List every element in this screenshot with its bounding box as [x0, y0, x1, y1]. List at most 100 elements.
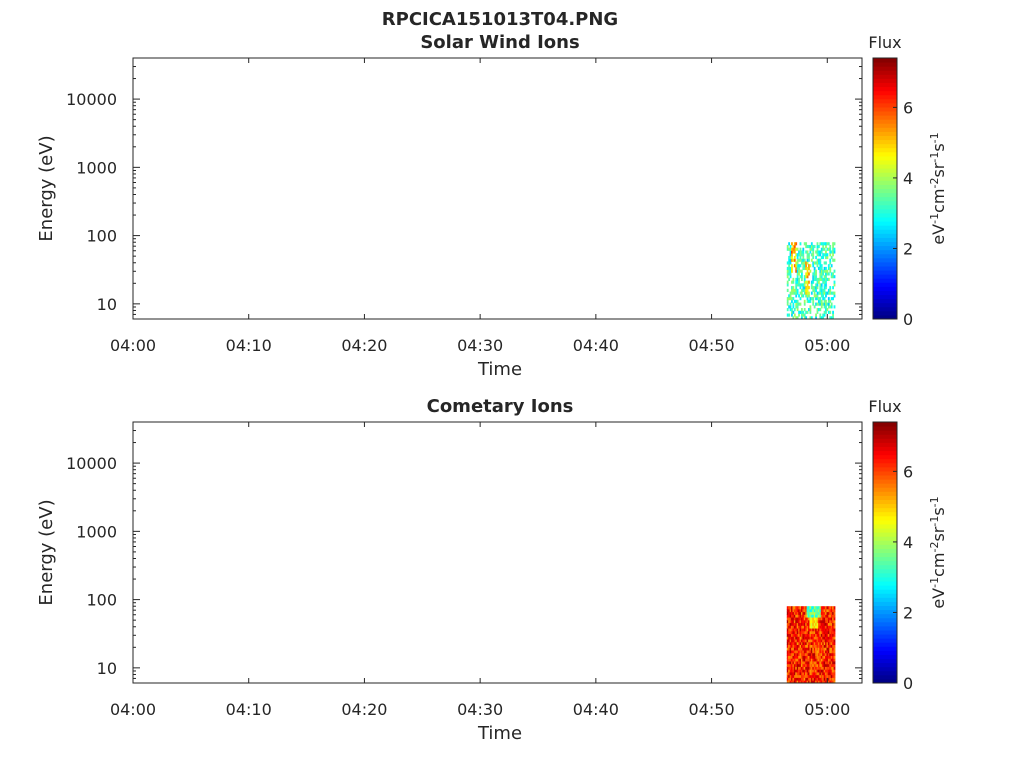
heatmap-cell	[806, 608, 809, 613]
heatmap-cell	[816, 672, 819, 676]
heatmap-cell	[816, 636, 819, 640]
heatmap-cell	[792, 258, 795, 262]
heatmap-cell	[792, 606, 795, 610]
heatmap-cell	[822, 617, 825, 621]
heatmap-cell	[812, 275, 815, 279]
heatmap-cell	[816, 264, 819, 268]
heatmap-cell	[808, 614, 810, 618]
heatmap-cell	[820, 655, 823, 659]
colorbar-segment	[873, 462, 897, 468]
heatmap-cell	[805, 636, 808, 640]
heatmap-cell	[792, 608, 795, 613]
heatmap-cell	[796, 261, 799, 265]
heatmap-cell	[796, 622, 799, 626]
heatmap-cell	[826, 647, 829, 651]
x-tick-label: 04:30	[457, 336, 503, 355]
heatmap-cell	[832, 661, 834, 665]
heatmap-cell	[813, 639, 816, 643]
heatmap-cell	[810, 297, 813, 301]
heatmap-cell	[829, 305, 832, 309]
heatmap-cell	[812, 680, 815, 684]
heatmap-cell	[829, 666, 832, 670]
heatmap-cell	[799, 617, 802, 621]
heatmap-cell	[809, 669, 812, 673]
heatmap-cell	[808, 264, 810, 268]
heatmap-cell	[832, 316, 834, 320]
heatmap-cell	[798, 617, 800, 621]
heatmap-cell	[832, 652, 834, 656]
colorbar-segment	[873, 86, 897, 92]
heatmap-cell	[799, 269, 802, 273]
heatmap-cell	[817, 261, 820, 265]
heatmap-cell	[789, 275, 792, 279]
heatmap-cell	[799, 302, 802, 306]
heatmap-cell	[805, 663, 808, 667]
heatmap-cell	[826, 674, 829, 678]
heatmap-cell	[823, 617, 826, 621]
colorbar-segment	[873, 180, 897, 185]
heatmap-cell	[791, 655, 793, 659]
heatmap-cell	[800, 622, 803, 626]
heatmap-cell	[810, 614, 813, 618]
heatmap-cell	[829, 655, 832, 659]
heatmap-cell	[812, 247, 815, 251]
heatmap-cell	[798, 302, 800, 306]
heatmap-cell	[786, 261, 789, 265]
heatmap-cell	[816, 674, 819, 678]
colorbar-segment	[873, 528, 897, 533]
heatmap-cell	[826, 614, 829, 618]
heatmap-cell	[806, 647, 809, 651]
heatmap-cell	[796, 661, 799, 665]
heatmap-cell	[817, 677, 820, 681]
heatmap-cell	[813, 647, 816, 651]
heatmap-cell	[819, 619, 822, 624]
heatmap-cell	[823, 313, 826, 317]
heatmap-cell	[820, 302, 823, 306]
heatmap-cell	[826, 269, 829, 273]
heatmap-cell	[791, 641, 793, 646]
heatmap-cell	[798, 639, 800, 643]
heatmap-cell	[792, 672, 795, 676]
heatmap-cell	[802, 639, 805, 643]
heatmap-cell	[798, 674, 800, 678]
heatmap-cell	[786, 672, 789, 676]
heatmap-cell	[816, 614, 819, 618]
heatmap-cell	[789, 305, 792, 309]
heatmap-cell	[832, 617, 834, 621]
heatmap-cell	[829, 261, 832, 265]
heatmap-cell	[798, 633, 800, 637]
heatmap-cell	[832, 291, 834, 295]
heatmap-cell	[815, 275, 817, 279]
heatmap-cell	[795, 617, 798, 621]
heatmap-cell	[786, 661, 789, 665]
heatmap-cell	[817, 655, 820, 659]
heatmap-cell	[829, 641, 832, 646]
colorbar-segment	[873, 491, 897, 496]
heatmap-cell	[817, 625, 820, 629]
heatmap-cell	[792, 639, 795, 643]
heatmap-cell	[832, 663, 834, 667]
heatmap-cell	[786, 272, 789, 276]
heatmap-cell	[806, 650, 809, 654]
heatmap-cell	[817, 644, 820, 648]
heatmap-cell	[795, 655, 798, 659]
heatmap-cell	[799, 639, 802, 643]
heatmap-cell	[803, 625, 806, 629]
heatmap-cell	[788, 297, 791, 301]
heatmap-cell	[799, 310, 802, 314]
heatmap-cell	[799, 655, 802, 659]
heatmap-cell	[822, 606, 825, 610]
heatmap-cell	[822, 316, 825, 320]
heatmap-cell	[803, 674, 806, 678]
heatmap-cells	[786, 606, 836, 684]
colorbar-segment	[873, 536, 897, 541]
heatmap-cell	[813, 606, 816, 610]
heatmap-cell	[786, 302, 789, 306]
heatmap-cell	[791, 680, 793, 684]
heatmap-cell	[833, 669, 836, 673]
heatmap-cell	[803, 622, 806, 626]
colorbar-segment	[873, 446, 897, 452]
heatmap-cell	[802, 283, 805, 287]
heatmap-cell	[798, 641, 800, 646]
heatmap-cell	[830, 606, 833, 610]
